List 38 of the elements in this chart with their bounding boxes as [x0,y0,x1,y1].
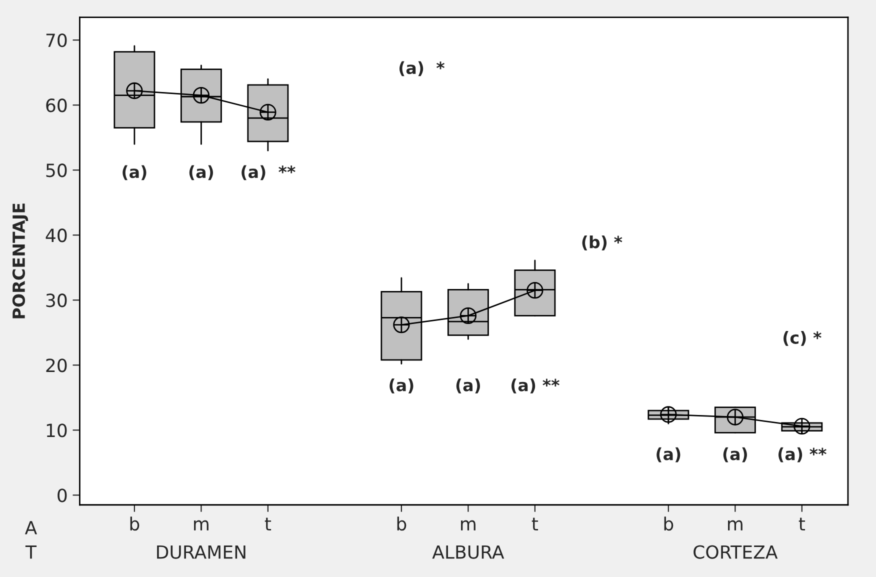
x-tick-label: t [798,518,806,530]
x-tick-label: b [664,516,674,531]
y-tick-label: 70 [46,34,67,48]
y-tick-label: 10 [46,424,67,438]
text: ALBURA [432,545,504,559]
text: T [25,545,37,559]
y-axis-title: PORCENTAJE [12,204,28,318]
annotation: (a) * [399,61,445,76]
point [660,406,677,423]
annotation: (a) [723,447,747,462]
y-tick-label: 0 [58,488,67,502]
annotation: (a) [189,165,214,180]
y-tick-label: 60 [46,98,67,112]
y-tick-label: 30 [46,294,67,308]
annotation: (a) [390,378,414,394]
x-tick-label: m [194,520,208,530]
x-tick-label: t [264,518,272,530]
x-tick-label: b [130,516,140,531]
annotation: (c) * [784,331,822,346]
annotation: (a) [656,447,680,462]
annotation: (a) [122,165,146,180]
y-tick-label: 20 [46,358,67,372]
y-tick-label: 40 [46,228,67,242]
x-tick-label: t [532,518,538,530]
y-tick-label: 50 [46,164,67,178]
annotation: (a) ** [242,165,296,180]
annotation: (a) ** [512,378,560,394]
annotation: (b) * [582,235,622,250]
annotation: (a) ** [778,447,826,462]
x-tick-label: m [461,520,476,530]
x-tick-label: m [728,520,742,530]
text: A [24,521,38,534]
point [794,418,810,435]
point [126,82,143,100]
annotation: (a) [456,378,480,394]
x-tick-label: b [397,516,406,531]
text: DURAMEN [157,545,246,559]
text: CORTEZA [694,545,778,559]
